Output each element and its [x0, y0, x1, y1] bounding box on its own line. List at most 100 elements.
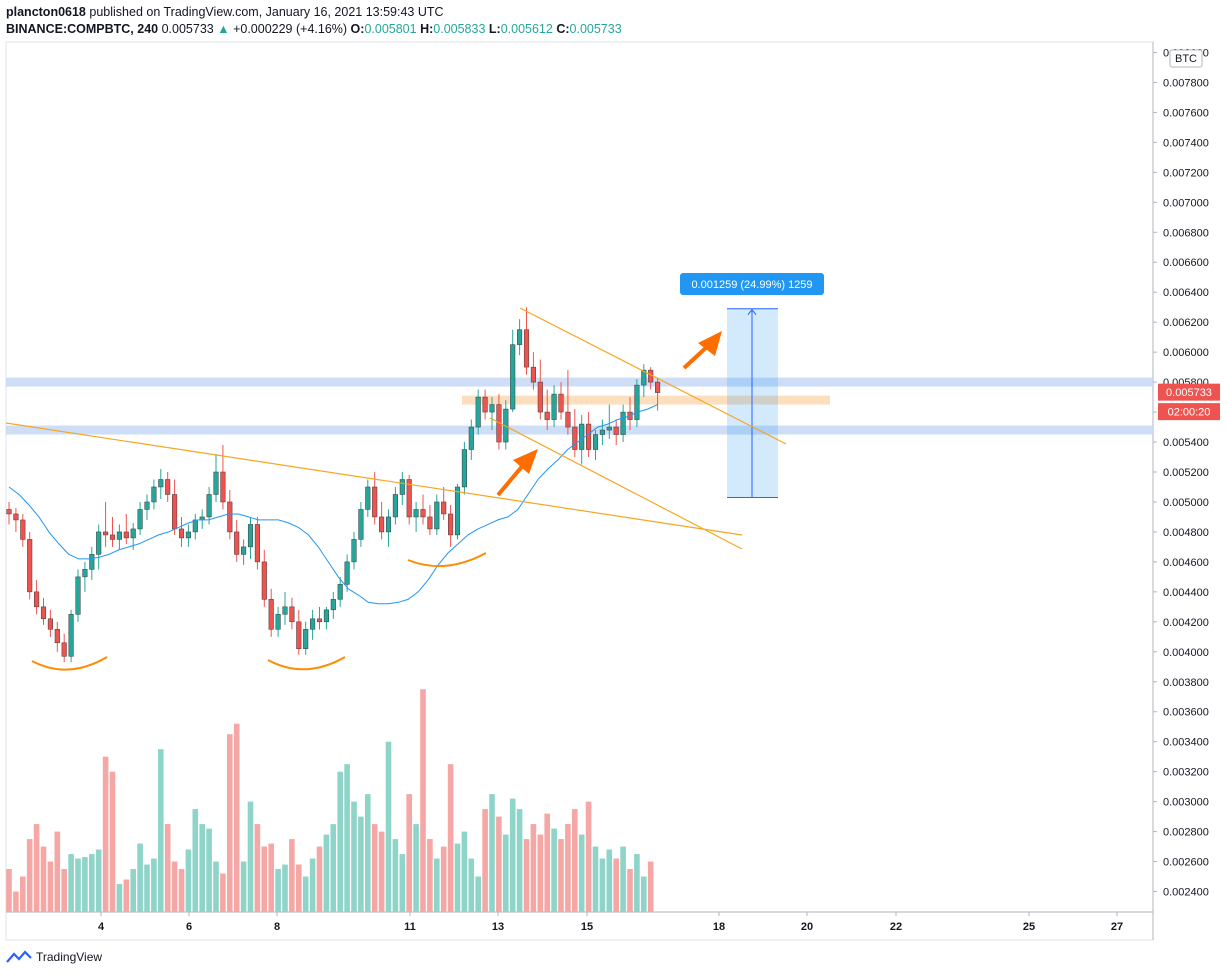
volume-bar — [468, 858, 475, 912]
candle-body — [655, 381, 661, 393]
candle — [268, 588, 274, 637]
trendline-upper[interactable] — [519, 307, 787, 445]
candle — [158, 469, 164, 499]
candle-body — [75, 576, 81, 615]
volume-bar — [95, 849, 102, 912]
candle-body — [454, 486, 461, 536]
last-price: 0.005733 — [161, 22, 214, 36]
candle — [420, 494, 426, 525]
drawings-layer[interactable] — [5, 307, 787, 671]
volume-bar — [634, 854, 640, 912]
candle-body — [330, 599, 336, 611]
candle — [103, 501, 109, 547]
candle-body — [365, 486, 371, 510]
volume-bar — [213, 861, 219, 912]
candle — [344, 554, 350, 592]
bottom-arc-1[interactable] — [31, 656, 108, 671]
candle — [489, 397, 495, 431]
volume-bar — [647, 861, 654, 912]
time-axis[interactable]: 4 6 8 11 13 15 18 20 22 25 27 — [98, 912, 1123, 933]
y-tick-label: 0.006600 — [1163, 257, 1209, 269]
y-tick-label: 0.002400 — [1163, 887, 1209, 899]
bottom-arc-3[interactable] — [407, 552, 487, 568]
candle-body — [351, 539, 357, 563]
volume-bar — [144, 864, 150, 912]
candle — [54, 621, 60, 652]
candle — [406, 474, 412, 525]
brand-name[interactable]: TradingView — [36, 950, 103, 964]
volume-bar — [337, 771, 343, 912]
trendline-lower[interactable] — [489, 417, 743, 550]
volume-bar — [206, 828, 212, 912]
candle-body — [68, 614, 74, 657]
close-label: C: — [556, 22, 570, 36]
candle — [75, 569, 81, 622]
volume-bar — [302, 876, 309, 912]
candle — [109, 516, 116, 547]
candle — [427, 504, 433, 535]
candle-body — [606, 426, 612, 431]
candle-body — [372, 486, 378, 518]
candle — [530, 352, 536, 390]
y-tick-label: 0.003600 — [1163, 707, 1209, 719]
candle-body — [151, 486, 157, 503]
y-tick-label: 0.002800 — [1163, 827, 1209, 839]
candle-body — [427, 516, 433, 530]
y-tick-label: 0.006000 — [1163, 347, 1209, 359]
candle-body — [116, 531, 122, 540]
candle-body — [47, 618, 53, 630]
low-value: 0.005612 — [500, 22, 553, 36]
symbol-label[interactable]: BINANCE:COMPBTC, 240 — [6, 22, 159, 36]
candle-body — [275, 614, 281, 630]
x-tick-label: 8 — [274, 921, 280, 933]
candle-body — [599, 429, 605, 435]
volume-bar — [240, 861, 247, 912]
trendline-long[interactable] — [5, 422, 743, 536]
y-tick-label: 0.005000 — [1163, 497, 1209, 509]
candle — [144, 494, 150, 520]
resistance-zone — [6, 377, 1153, 387]
countdown-text: 02:00:20 — [1168, 407, 1211, 419]
candle — [565, 370, 571, 435]
candle-body — [379, 516, 385, 533]
y-tick-label: 0.004800 — [1163, 527, 1209, 539]
candle — [634, 379, 640, 428]
candle — [247, 516, 254, 559]
candle-body — [510, 344, 516, 410]
volume-bar — [275, 869, 281, 912]
x-tick-label: 13 — [492, 921, 504, 933]
candle-body — [206, 494, 212, 518]
candle — [510, 329, 516, 413]
volume-bar — [185, 849, 192, 912]
bottom-arc-2[interactable] — [267, 656, 346, 671]
volume-bar — [385, 741, 392, 912]
volume-bar — [6, 869, 12, 912]
volume-bar — [296, 864, 302, 912]
arrow-up-icon[interactable] — [682, 331, 722, 370]
measure-tool[interactable]: 0.001259 (24.99%) 1259 — [680, 273, 824, 498]
arrow-up-icon[interactable] — [496, 449, 538, 497]
publish-info: published on TradingView.com, January 16… — [89, 5, 444, 19]
volume-bar — [116, 884, 123, 912]
candle — [296, 609, 302, 655]
candle — [123, 513, 129, 544]
tradingview-logo-icon[interactable] — [6, 950, 32, 964]
price-axis[interactable]: 0.0080000.0078000.0076000.0074000.007200… — [1153, 47, 1209, 899]
candle — [517, 319, 523, 356]
candle-body — [192, 519, 198, 533]
y-tick-label: 0.003400 — [1163, 737, 1209, 749]
candle — [613, 419, 619, 446]
candle-body — [247, 524, 254, 548]
x-tick-label: 27 — [1111, 921, 1123, 933]
volume-bar — [54, 831, 61, 912]
candle — [337, 576, 343, 607]
candle-body — [551, 393, 557, 420]
y-tick-label: 0.005200 — [1163, 467, 1209, 479]
currency-badge: BTC — [1169, 49, 1203, 68]
author-name[interactable]: plancton0618 — [6, 5, 86, 19]
volume-bar — [365, 794, 371, 912]
candle-body — [158, 479, 164, 488]
ohlc-line: BINANCE:COMPBTC, 240 0.005733 ▲ +0.00022… — [6, 21, 622, 38]
volume-bar — [427, 839, 433, 912]
